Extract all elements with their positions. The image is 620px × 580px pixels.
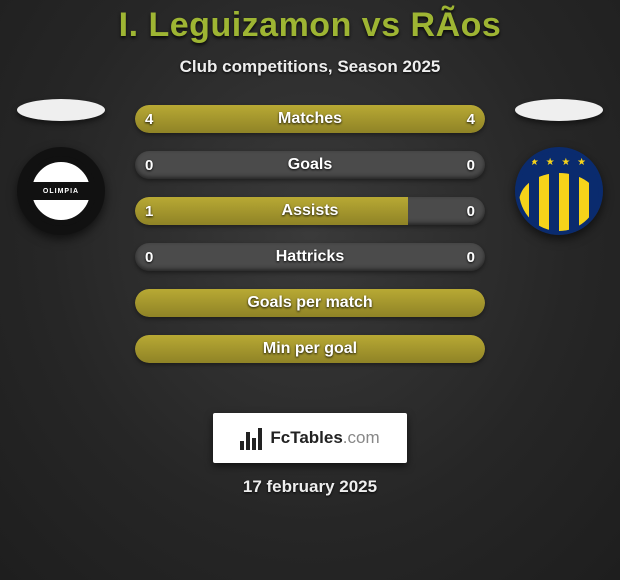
- metric-row: Min per goal: [135, 335, 485, 363]
- metric-bars: Matches44Goals00Assists10Hattricks00Goal…: [135, 105, 485, 381]
- bar-chart-icon: [240, 426, 264, 450]
- metric-value-right: 0: [467, 151, 475, 179]
- metric-value-right: 0: [467, 243, 475, 271]
- crest-olimpia-label: OLIMPIA: [26, 182, 96, 200]
- metric-value-left: 4: [145, 105, 153, 133]
- metric-row: Goals per match: [135, 289, 485, 317]
- player-left-crest: OLIMPIA: [17, 147, 105, 235]
- metric-label: Assists: [135, 197, 485, 225]
- comparison-chart: OLIMPIA ★ ★ ★ ★ Matches44Goals00Assists1…: [0, 105, 620, 395]
- metric-value-left: 0: [145, 243, 153, 271]
- metric-value-left: 1: [145, 197, 153, 225]
- metric-label: Matches: [135, 105, 485, 133]
- comparison-title: I. Leguizamon vs RÃ­os: [0, 0, 620, 45]
- comparison-subtitle: Club competitions, Season 2025: [0, 57, 620, 77]
- player-right-crest: ★ ★ ★ ★: [515, 147, 603, 235]
- metric-label: Goals per match: [135, 289, 485, 317]
- player-left-block: OLIMPIA: [16, 99, 106, 235]
- player-left-avatar-placeholder: [17, 99, 105, 121]
- metric-label: Min per goal: [135, 335, 485, 363]
- player-right-block: ★ ★ ★ ★: [514, 99, 604, 235]
- player-right-avatar-placeholder: [515, 99, 603, 121]
- metric-value-left: 0: [145, 151, 153, 179]
- snapshot-date: 17 february 2025: [0, 477, 620, 497]
- crest-stars-icon: ★ ★ ★ ★: [519, 157, 599, 168]
- metric-value-right: 4: [467, 105, 475, 133]
- metric-row: Goals0 0: [135, 151, 485, 179]
- metric-row: Assists1 0: [135, 197, 485, 225]
- source-badge: FcTables.com: [213, 413, 407, 463]
- metric-value-right: 0: [467, 197, 475, 225]
- source-brand: FcTables.com: [270, 428, 379, 448]
- metric-label: Goals: [135, 151, 485, 179]
- metric-row: Matches4 4: [135, 105, 485, 133]
- metric-label: Hattricks: [135, 243, 485, 271]
- metric-row: Hattricks0 0: [135, 243, 485, 271]
